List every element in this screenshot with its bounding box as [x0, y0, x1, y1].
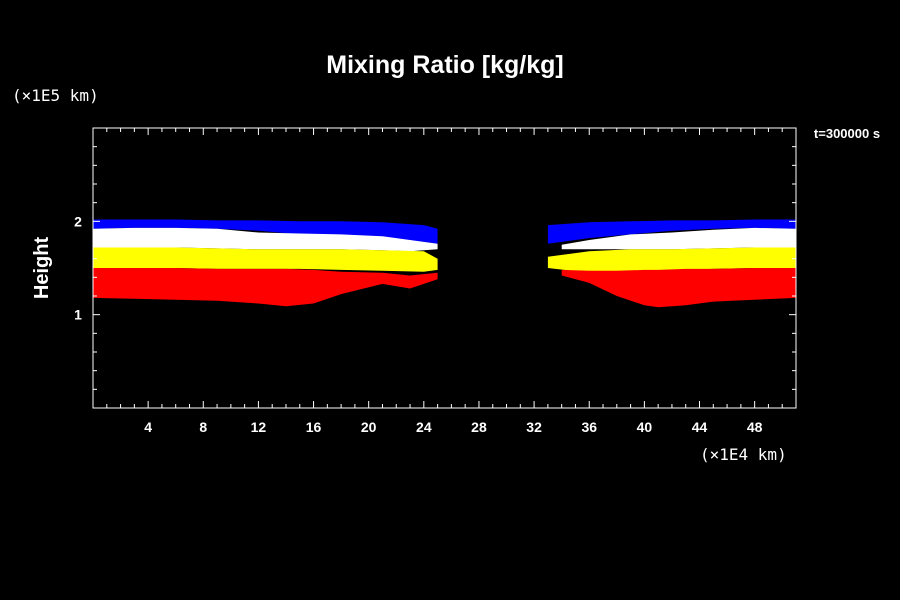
- mixing-ratio-field: [93, 219, 796, 308]
- white-band-right: [561, 227, 796, 250]
- blue-band-right: [547, 219, 796, 244]
- y-tick-label: 2: [74, 213, 82, 229]
- y-axis-unit: (×1E5 km): [12, 86, 99, 105]
- x-tick-label: 36: [581, 419, 597, 435]
- white-band-left: [93, 227, 438, 252]
- red-band-left: [93, 268, 438, 307]
- red-band-right: [561, 268, 796, 308]
- x-tick-label: 24: [416, 419, 432, 435]
- yellow-band-left: [93, 247, 438, 272]
- plot-frame: [92, 127, 797, 409]
- x-tick-label: 40: [637, 419, 653, 435]
- x-tick-label: 32: [526, 419, 542, 435]
- time-label: t=300000 s: [814, 126, 880, 141]
- y-axis-label: Height: [31, 237, 53, 300]
- x-tick-label: 28: [471, 419, 487, 435]
- y-tick-label: 1: [74, 307, 82, 323]
- x-tick-label: 8: [199, 419, 207, 435]
- x-tick-label: 44: [692, 419, 708, 435]
- x-tick-label: 16: [306, 419, 322, 435]
- x-tick-label: 48: [747, 419, 763, 435]
- chart-title: Mixing Ratio [kg/kg]: [326, 51, 564, 79]
- x-tick-label: 12: [251, 419, 267, 435]
- x-tick-label: 4: [144, 419, 152, 435]
- x-axis-unit: (×1E4 km): [700, 445, 787, 464]
- yellow-band-right: [547, 247, 796, 273]
- blue-band-left: [93, 219, 438, 244]
- x-tick-label: 20: [361, 419, 377, 435]
